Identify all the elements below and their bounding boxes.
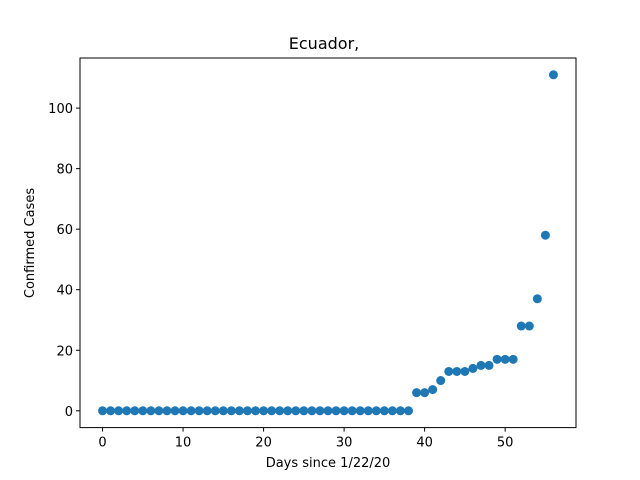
y-axis-label: Confirmed Cases [23,188,38,298]
data-point [484,360,494,370]
data-point [508,354,518,364]
data-point [339,406,349,416]
data-point [275,406,285,416]
data-point [259,406,269,416]
data-point [452,366,462,376]
data-point [323,406,333,416]
x-axis-label: Days since 1/22/20 [266,456,391,471]
y-axis-ticks: 0 20 40 60 80 100 [48,102,80,420]
x-tick-label: 50 [497,436,514,451]
data-point [524,321,534,331]
y-tick-label: 40 [56,284,73,299]
data-point [106,406,116,416]
data-point [98,406,108,416]
data-point [170,406,180,416]
plot-frame [79,57,577,429]
data-point [186,406,196,416]
data-point [307,406,317,416]
data-point [379,406,389,416]
data-point [122,406,132,416]
data-point [331,406,341,416]
data-point [444,366,454,376]
y-tick-label: 100 [48,102,73,117]
data-point [226,406,236,416]
data-point [516,321,526,331]
data-point [412,388,422,398]
data-point [114,406,124,416]
data-point [210,406,220,416]
x-tick-label: 30 [336,436,353,451]
data-point [242,406,252,416]
data-point [130,406,140,416]
data-point [395,406,405,416]
x-tick-label: 0 [98,436,106,451]
x-tick-label: 20 [255,436,272,451]
data-point [299,406,309,416]
data-point [154,406,164,416]
data-point [162,406,172,416]
data-point [283,406,293,416]
data-point [532,294,542,304]
data-point [251,406,261,416]
data-point [428,385,438,395]
data-point [363,406,373,416]
data-point [476,360,486,370]
data-points [98,70,558,416]
data-point [291,406,301,416]
x-tick-label: 40 [416,436,433,451]
data-point [138,406,148,416]
data-point [146,406,156,416]
data-point [267,406,277,416]
data-point [492,354,502,364]
data-point [404,406,414,416]
data-point [548,70,558,80]
data-point [468,363,478,373]
data-point [387,406,397,416]
data-point [355,406,365,416]
y-tick-label: 20 [56,344,73,359]
data-point [371,406,381,416]
data-point [218,406,228,416]
y-tick-label: 60 [56,223,73,238]
data-point [202,406,212,416]
data-point [347,406,357,416]
data-point [460,366,470,376]
data-point [234,406,244,416]
data-point [420,388,430,398]
data-point [436,376,446,386]
data-point [540,230,550,240]
x-axis-ticks: 0 10 20 30 40 50 [98,427,514,451]
x-tick-label: 10 [175,436,192,451]
data-point [194,406,204,416]
y-tick-label: 80 [56,163,73,178]
data-point [315,406,325,416]
y-tick-label: 0 [65,405,73,420]
data-point [500,354,510,364]
data-point [178,406,188,416]
chart-title: Ecuador, [289,34,359,53]
